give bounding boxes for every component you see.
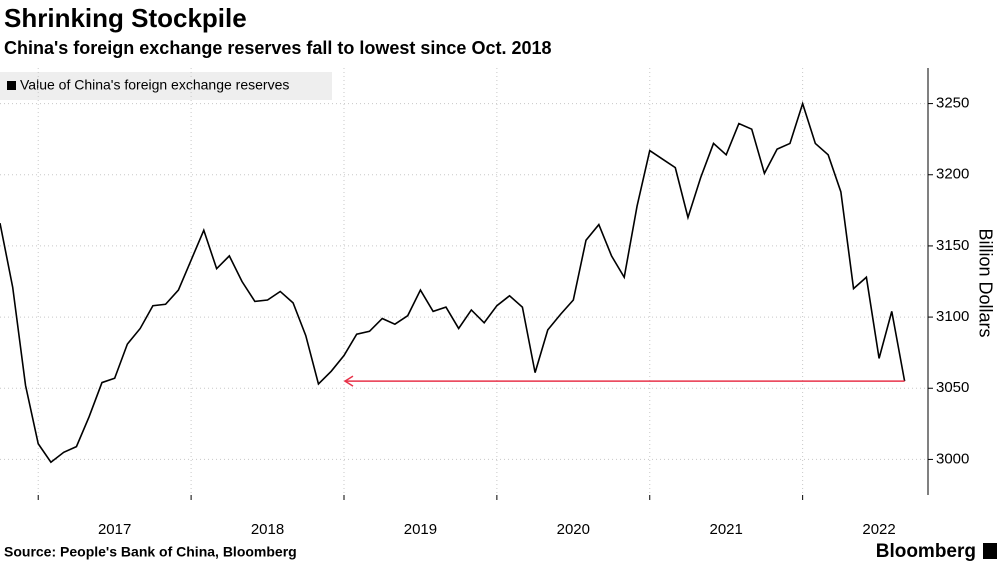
chart-title: Shrinking Stockpile [4,3,247,33]
x-tick-label: 2018 [251,521,284,538]
y-tick-label: 3200 [936,166,969,183]
source: Source: People's Bank of China, Bloomber… [4,544,297,560]
y-tick-label: 3150 [936,237,969,254]
chart-subtitle: China's foreign exchange reserves fall t… [4,38,552,58]
brand: Bloomberg [876,541,976,562]
x-tick-label: 2019 [404,521,437,538]
x-tick-label: 2022 [862,521,895,538]
y-axis-label: Billion Dollars [975,228,995,337]
x-tick-label: 2017 [98,521,131,538]
y-tick-label: 3100 [936,308,969,325]
brand-icon [983,543,997,559]
line-series [0,100,906,464]
y-tick-label: 3050 [936,379,969,396]
legend-label: Value of China's foreign exchange reserv… [20,77,289,93]
y-tick-label: 3250 [936,95,969,112]
y-tick-label: 3000 [936,450,969,467]
x-tick-label: 2020 [557,521,590,538]
annotation-arrowhead [343,375,354,387]
legend-swatch [7,81,16,90]
legend-box [0,72,332,100]
x-tick-label: 2021 [710,521,743,538]
